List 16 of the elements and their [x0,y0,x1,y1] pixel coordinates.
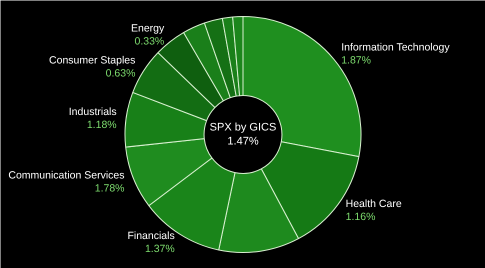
text: 1.18% [86,119,117,132]
text: 1.16% [346,211,376,224]
text: 1.47% [227,136,259,148]
slice-label: Energy [130,22,166,34]
slice-label: Financials [127,230,175,242]
text: 1.78% [94,182,125,194]
slice-label: Information Technology [341,41,450,54]
slice-label: Communication Services [8,170,125,182]
text: 1.37% [144,243,175,256]
text: 0.63% [106,67,136,80]
slice-label: Consumer Staples [49,54,136,66]
slice-label: Health Care [346,198,402,210]
text: 0.33% [134,35,164,48]
text: 1.87% [341,54,371,66]
slice-label: Industrials [68,106,117,118]
text: SPX by GICS [210,121,276,134]
